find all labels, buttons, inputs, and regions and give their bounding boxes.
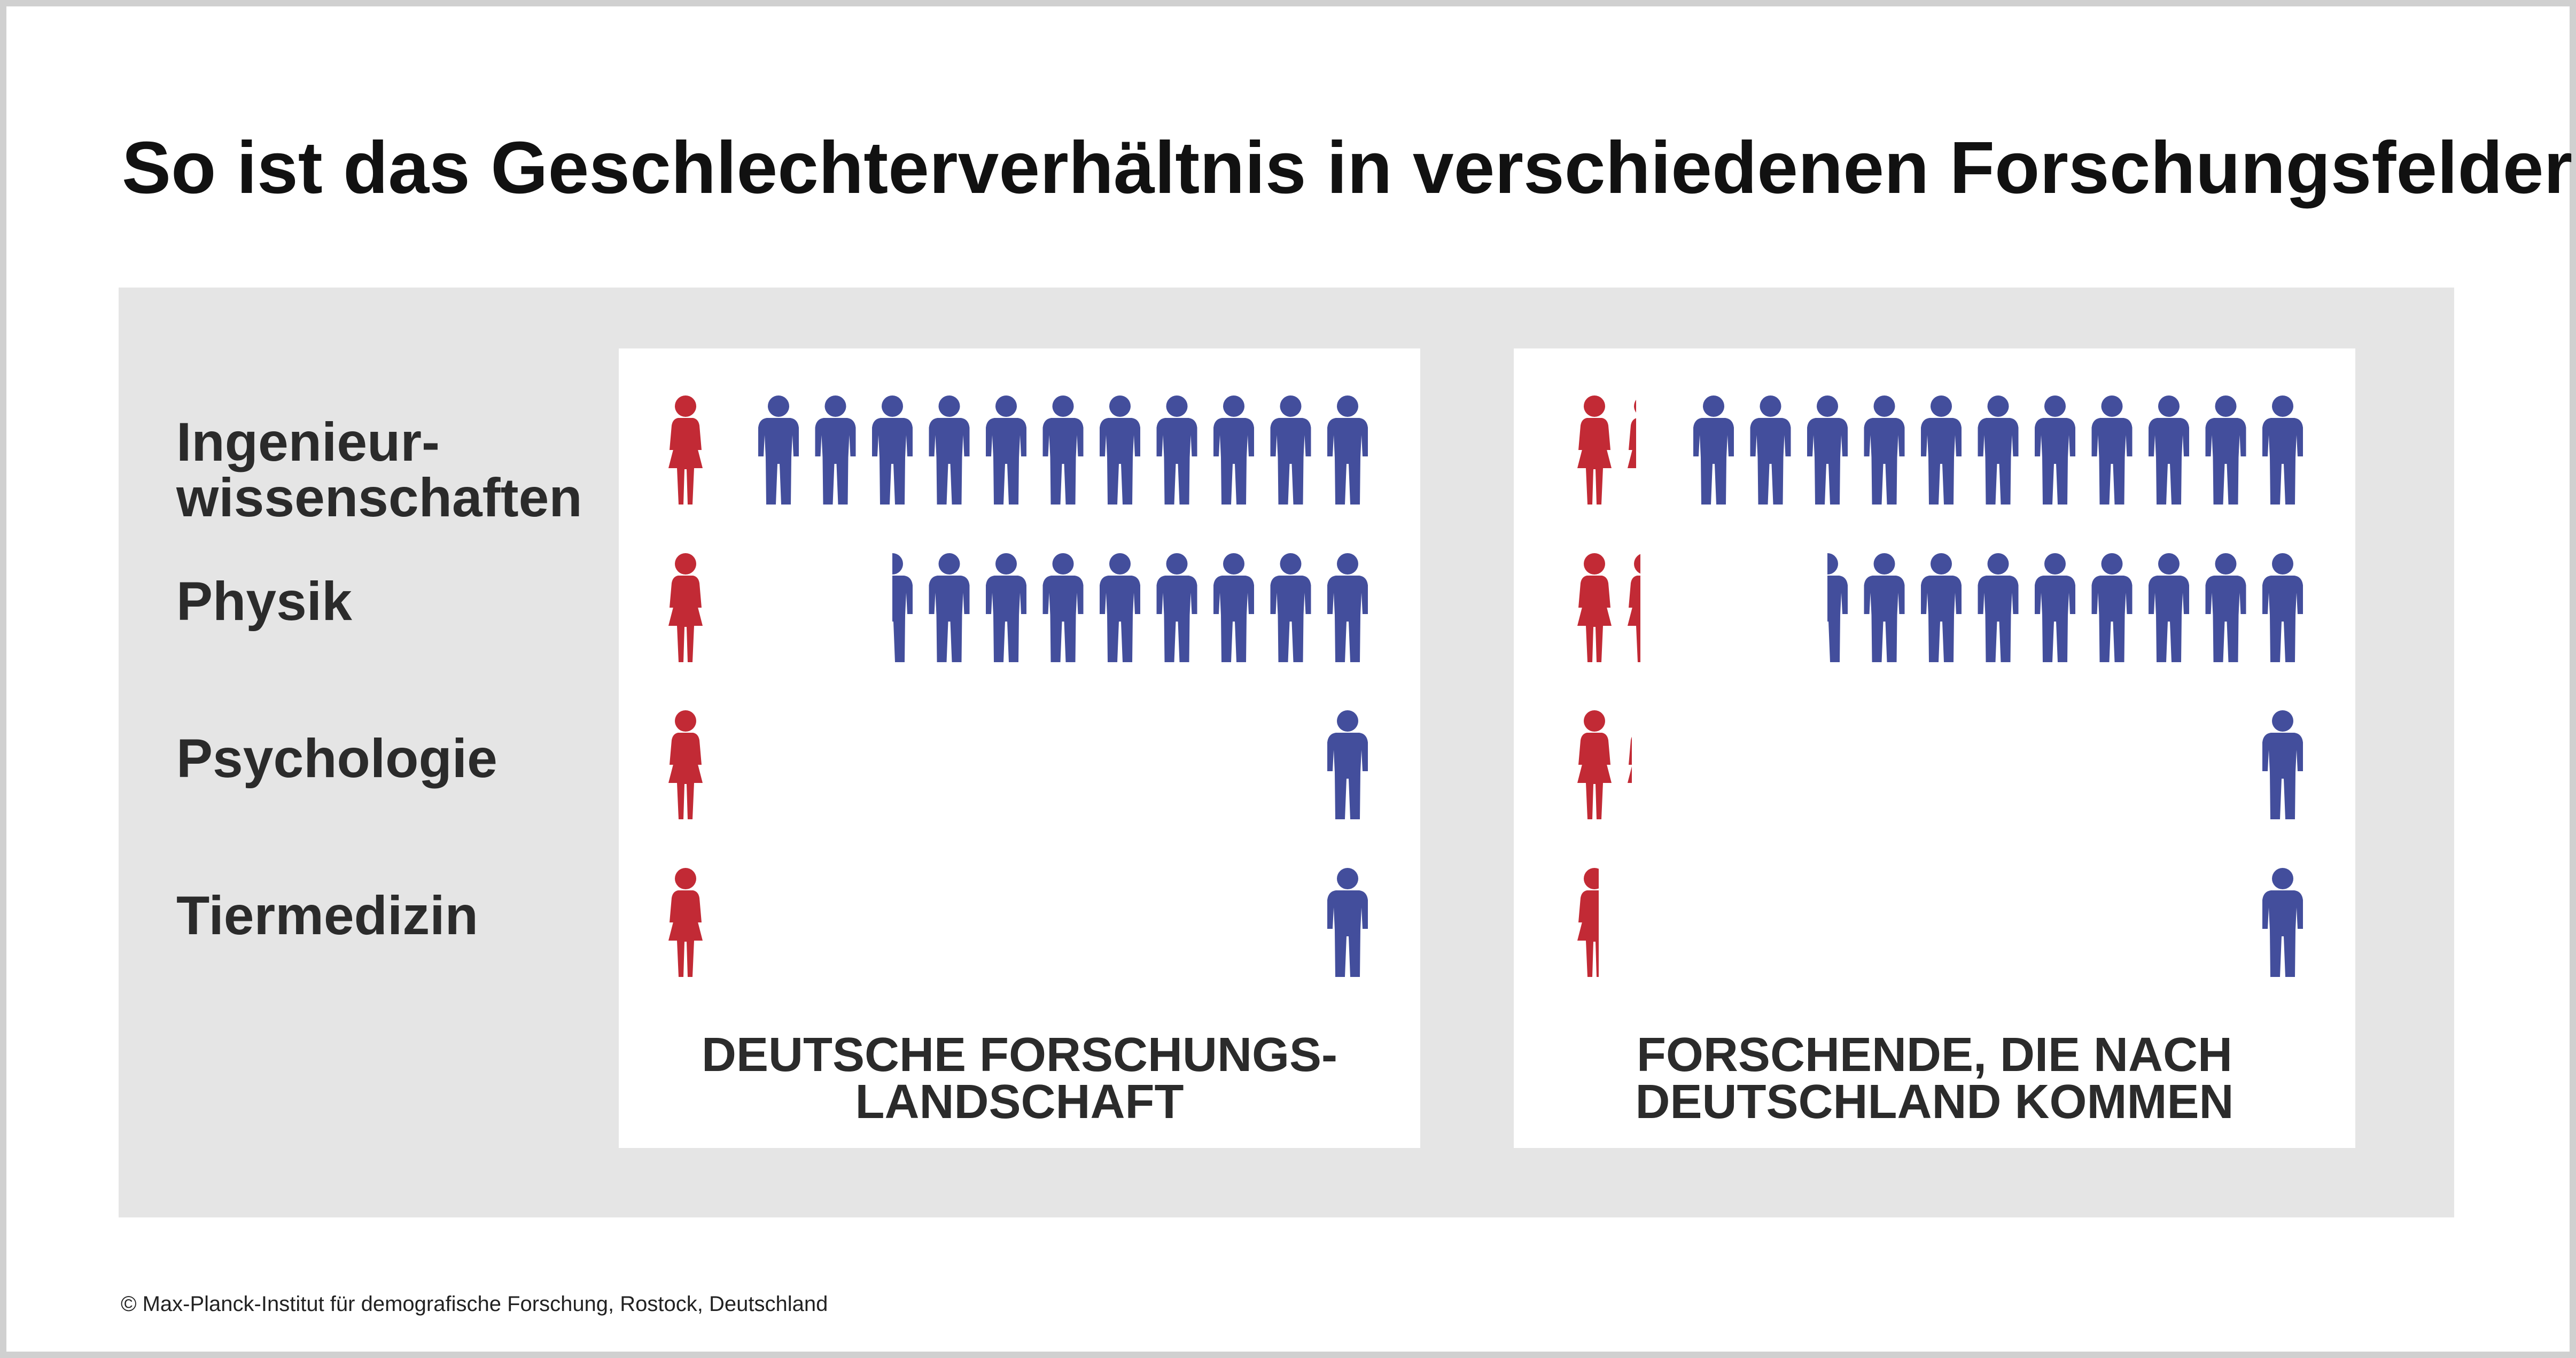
- chart-title: So ist das Geschlechterverhältnis in ver…: [122, 127, 2576, 209]
- row-label-physik: Physik: [176, 571, 352, 632]
- male-figure-icon: [986, 553, 1026, 662]
- male-figure-icon: [1921, 553, 1962, 662]
- male-figure-icon: [815, 395, 856, 505]
- male-figure-icon: [1042, 395, 1084, 505]
- male-figure-icon: [1100, 553, 1140, 662]
- female-figure-icon: [1577, 553, 1612, 662]
- row-label-psychologie: Psychologie: [176, 728, 497, 789]
- male-figure-icon: [1827, 553, 1848, 662]
- female-figure-icon: [668, 868, 703, 977]
- male-figure-icon: [2262, 710, 2303, 819]
- male-figure-icon: [758, 395, 799, 505]
- male-figure-icon: [872, 395, 913, 505]
- female-figure-icon: [1577, 710, 1612, 819]
- male-figure-icon: [1327, 710, 1368, 819]
- male-figure-icon: [2091, 553, 2133, 662]
- male-figure-icon: [929, 395, 970, 505]
- male-figure-icon: [1042, 553, 1084, 662]
- male-figure-icon: [1270, 395, 1311, 505]
- male-figure-icon: [986, 395, 1026, 505]
- row-label-ingenieurwissenschaften: Ingenieur- wissenschaften: [176, 412, 582, 528]
- male-figure-icon: [1327, 395, 1368, 505]
- male-figure-icon: [1807, 395, 1848, 505]
- row-label-tiermedizin: Tiermedizin: [176, 885, 478, 946]
- male-figure-icon: [2149, 395, 2189, 505]
- male-figure-icon: [2262, 553, 2303, 662]
- female-figure-icon: [1628, 553, 1640, 662]
- male-figure-icon: [1693, 395, 1734, 505]
- male-figure-icon: [1978, 395, 2019, 505]
- female-figure-icon: [668, 710, 703, 819]
- male-figure-icon: [1921, 395, 1962, 505]
- male-figure-icon: [1270, 553, 1311, 662]
- male-figure-icon: [2091, 395, 2133, 505]
- male-figure-icon: [929, 553, 970, 662]
- male-figure-icon: [1750, 395, 1791, 505]
- male-figure-icon: [2262, 868, 2303, 977]
- male-figure-icon: [2035, 395, 2075, 505]
- male-figure-icon: [1100, 395, 1140, 505]
- male-figure-icon: [2262, 395, 2303, 505]
- female-figure-icon: [1628, 395, 1636, 505]
- female-figure-icon: [1577, 868, 1599, 977]
- female-figure-icon: [1577, 395, 1612, 505]
- male-figure-icon: [892, 553, 913, 662]
- panel-caption-left: DEUTSCHE FORSCHUNGS- LANDSCHAFT: [701, 1028, 1338, 1129]
- male-figure-icon: [1327, 553, 1368, 662]
- male-figure-icon: [1213, 395, 1254, 505]
- male-figure-icon: [2205, 395, 2246, 505]
- female-figure-icon: [668, 395, 703, 505]
- male-figure-icon: [2149, 553, 2189, 662]
- male-figure-icon: [1213, 553, 1254, 662]
- copyright-notice: © Max-Planck-Institut für demografische …: [121, 1292, 828, 1316]
- male-figure-icon: [2205, 553, 2246, 662]
- male-figure-icon: [1327, 868, 1368, 977]
- male-figure-icon: [1156, 395, 1197, 505]
- male-figure-icon: [1864, 395, 1905, 505]
- male-figure-icon: [1864, 553, 1905, 662]
- female-figure-icon: [1628, 710, 1632, 819]
- female-figure-icon: [668, 553, 703, 662]
- panel-caption-right: FORSCHENDE, DIE NACH DEUTSCHLAND KOMMEN: [1635, 1028, 2234, 1129]
- male-figure-icon: [1978, 553, 2019, 662]
- male-figure-icon: [2035, 553, 2075, 662]
- male-figure-icon: [1156, 553, 1197, 662]
